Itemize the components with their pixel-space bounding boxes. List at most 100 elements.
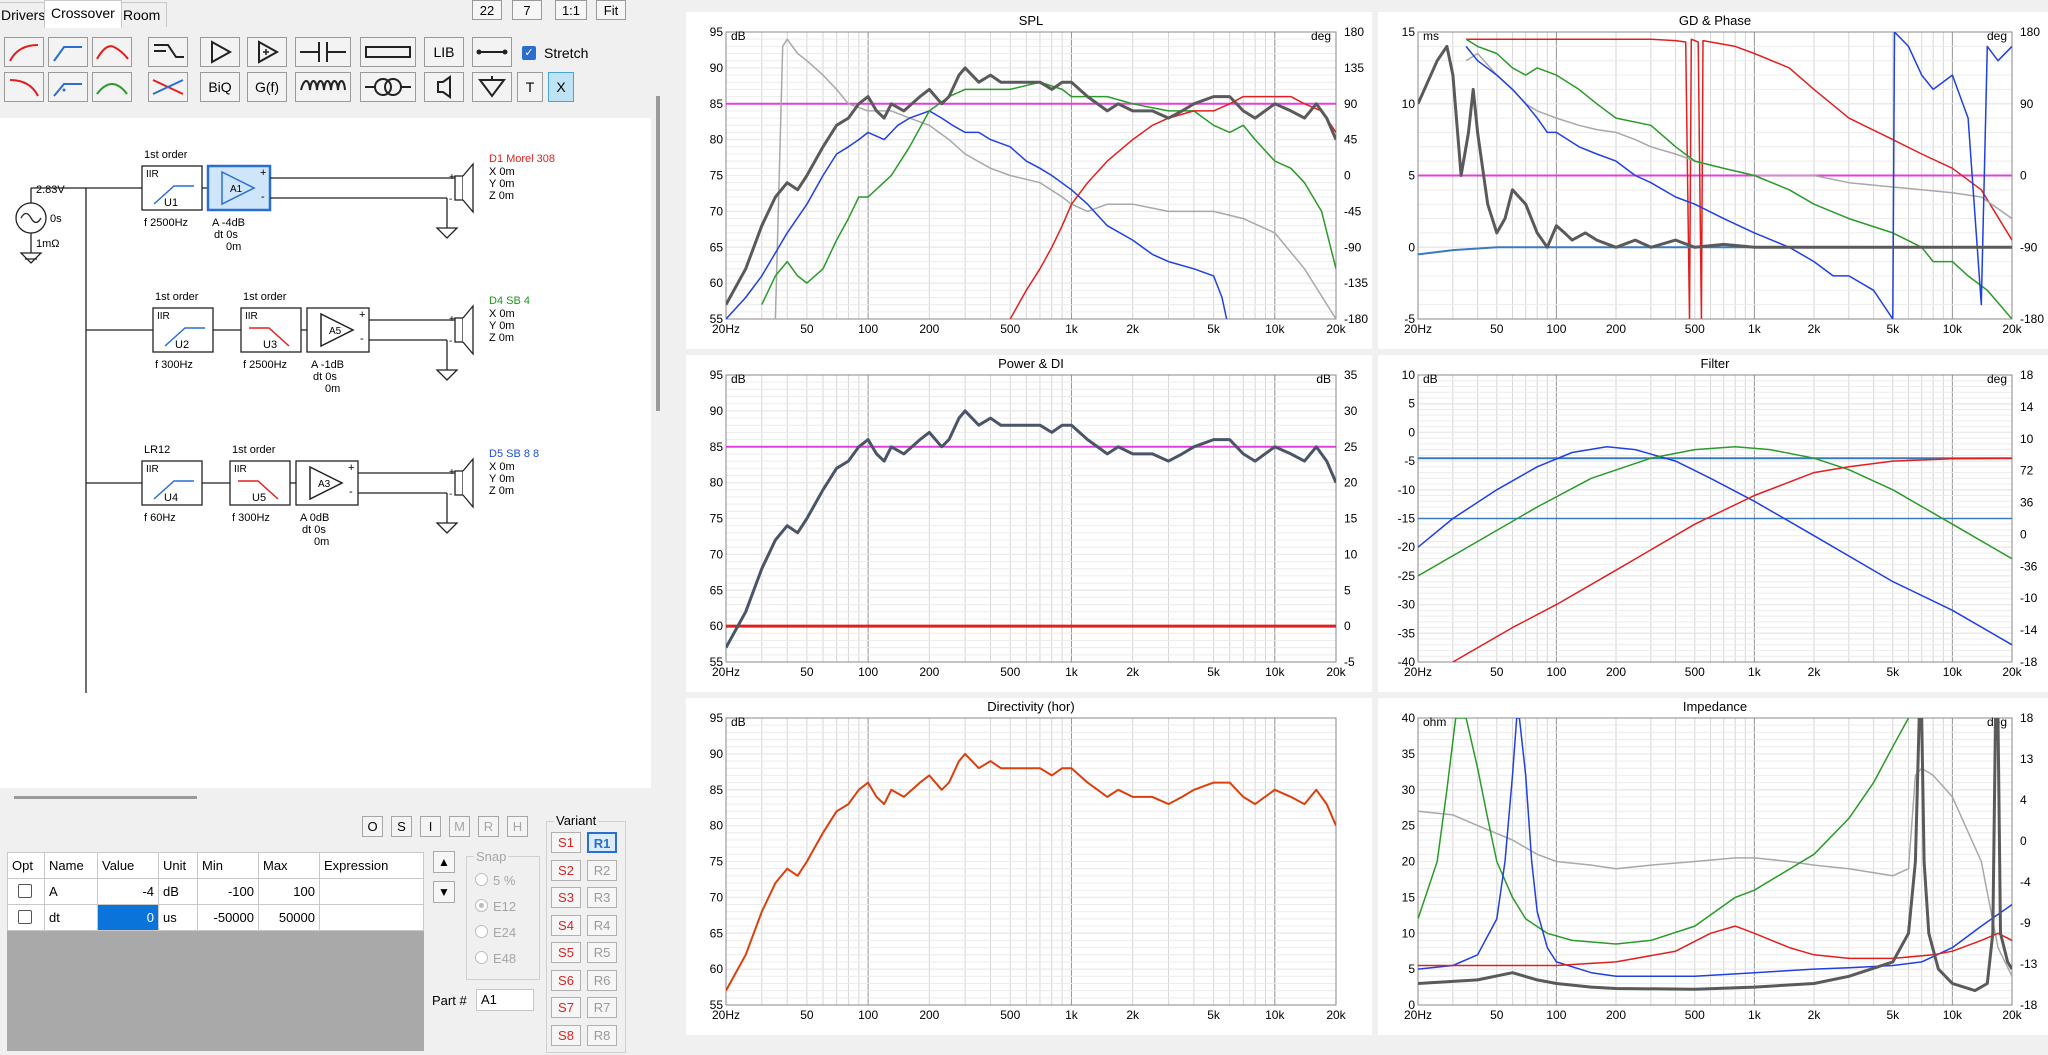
transformer-button[interactable] [360, 72, 416, 102]
plot-area [1418, 32, 2012, 319]
table-row[interactable]: dt 0 us -50000 50000 [7, 904, 424, 931]
variant-r4-button[interactable]: R4 [587, 914, 617, 936]
variant-s1-button[interactable]: S1 [551, 832, 581, 853]
expression-cell[interactable] [319, 904, 424, 931]
snap-option-e48[interactable]: E48 [475, 951, 516, 966]
part-input[interactable]: A1 [476, 989, 534, 1011]
stretch-checkbox[interactable]: ✓ [522, 46, 536, 60]
y-tick-label: 85 [710, 783, 724, 797]
speaker-button[interactable] [424, 72, 464, 102]
inductor-button[interactable] [295, 72, 351, 102]
bandpass-green-button[interactable] [92, 72, 132, 102]
zoom-1to1-button[interactable]: 1:1 [555, 0, 587, 20]
zoom-22-button[interactable]: 22 [472, 0, 502, 20]
opt-m-button[interactable]: M [449, 816, 470, 837]
bandpass-red-button[interactable] [92, 37, 132, 67]
snap-option-5pct[interactable]: 5 % [475, 873, 515, 888]
highpass-dot-button[interactable] [48, 72, 88, 102]
lib-button[interactable]: LIB [424, 37, 464, 67]
variant-r7-button[interactable]: R7 [587, 997, 617, 1018]
amp-block-a3[interactable] [295, 460, 359, 506]
driver-speaker-icon[interactable] [454, 317, 464, 343]
notch-button[interactable] [148, 72, 188, 102]
gf-button[interactable]: G(f) [247, 72, 287, 102]
tab-drivers[interactable]: Drivers [0, 2, 53, 27]
filter-param: f 2500Hz [144, 217, 188, 229]
opt-h-button[interactable]: H [507, 816, 528, 837]
variant-s2-button[interactable]: S2 [551, 859, 581, 881]
variant-s7-button[interactable]: S7 [551, 997, 581, 1018]
schematic-vscrollbar[interactable] [656, 96, 660, 411]
move-down-button[interactable]: ▼ [433, 881, 455, 903]
power-di-chart[interactable]: Power & DI dB dB 95 90 85 80 75 70 65 60 55 35 30 25 20… [686, 355, 1372, 692]
series-line-2 [1465, 38, 2012, 319]
variant-s8-button[interactable]: S8 [551, 1024, 581, 1046]
variant-r6-button[interactable]: R6 [587, 969, 617, 991]
opt-checkbox-cell[interactable] [7, 904, 45, 931]
min-cell[interactable]: -50000 [197, 904, 259, 931]
max-cell[interactable]: 50000 [258, 904, 320, 931]
y-tick-label: 40 [1402, 711, 1416, 725]
amp-block-a1[interactable] [206, 164, 272, 212]
schematic-canvas[interactable]: 2.83V 0s 1mΩ 1st order IIR U1 f 2500Hz A1 + - A -4… [0, 118, 651, 788]
opt-i-button[interactable]: I [420, 816, 441, 837]
amp-delay: dt 0s [313, 371, 337, 383]
table-row[interactable]: A -4 dB -100 100 [7, 878, 424, 905]
driver-speaker-icon[interactable] [454, 470, 464, 496]
highpass-blue-button[interactable] [48, 37, 88, 67]
schematic-hscrollbar[interactable] [14, 796, 197, 799]
opt-checkbox[interactable] [18, 884, 32, 898]
y-tick-label: -25 [1398, 569, 1416, 583]
driver-speaker-icon[interactable] [454, 175, 464, 201]
directivity-chart[interactable]: Directivity (hor) dB 95 90 85 80 75 70 65 60 5520H… [686, 698, 1372, 1035]
x-button[interactable]: X [548, 72, 574, 102]
variant-r8-button[interactable]: R8 [587, 1024, 617, 1046]
variant-s4-button[interactable]: S4 [551, 914, 581, 936]
x-tick-label: 20Hz [1404, 1008, 1432, 1022]
amplifier-button[interactable] [200, 37, 240, 67]
opt-o-button[interactable]: O [362, 816, 383, 837]
amp-block-a5[interactable] [306, 307, 370, 353]
variant-r3-button[interactable]: R3 [587, 887, 617, 908]
summing-amp-button[interactable] [247, 37, 287, 67]
opt-s-button[interactable]: S [391, 816, 412, 837]
value-cell[interactable]: 0 [97, 904, 159, 931]
y-tick-label: 90 [710, 404, 724, 418]
variant-r5-button[interactable]: R5 [587, 942, 617, 963]
lowpass-black-button[interactable] [148, 37, 188, 67]
opt-checkbox-cell[interactable] [7, 878, 45, 905]
min-cell[interactable]: -100 [197, 878, 259, 905]
tab-room[interactable]: Room [116, 2, 168, 27]
variant-s6-button[interactable]: S6 [551, 969, 581, 991]
tab-crossover[interactable]: Crossover [44, 0, 122, 28]
variant-s3-button[interactable]: S3 [551, 887, 581, 908]
value-cell[interactable]: -4 [97, 878, 159, 905]
variant-s5-button[interactable]: S5 [551, 942, 581, 963]
spl-chart[interactable]: SPL dB deg 95 90 85 80 75 70 65 60 55 180 135 90 45 0 -45… [686, 12, 1372, 349]
opt-r-button[interactable]: R [478, 816, 499, 837]
snap-option-e24[interactable]: E24 [475, 925, 516, 940]
lowpass-red-button[interactable] [4, 72, 44, 102]
fit-button[interactable]: Fit [596, 0, 626, 20]
driver-z: Z 0m [489, 190, 514, 202]
expression-cell[interactable] [319, 878, 424, 905]
biquad-button[interactable]: BiQ [200, 72, 240, 102]
t-button[interactable]: T [517, 72, 543, 102]
max-cell[interactable]: 100 [258, 878, 320, 905]
variant-r2-button[interactable]: R2 [587, 859, 617, 881]
x-tick-label: 500 [1000, 1008, 1020, 1022]
variant-r1-button[interactable]: R1 [587, 832, 617, 853]
col-header: Expression [319, 852, 424, 879]
opt-checkbox[interactable] [18, 910, 32, 924]
snap-option-e12[interactable]: E12 [475, 899, 516, 914]
highpass-red-button[interactable] [4, 37, 44, 67]
resistor-button[interactable] [360, 37, 416, 67]
capacitor-button[interactable] [295, 37, 351, 67]
zoom-7-button[interactable]: 7 [512, 0, 542, 20]
move-up-button[interactable]: ▲ [433, 851, 455, 873]
wire-button[interactable] [472, 37, 512, 67]
ground-button[interactable] [472, 72, 512, 102]
